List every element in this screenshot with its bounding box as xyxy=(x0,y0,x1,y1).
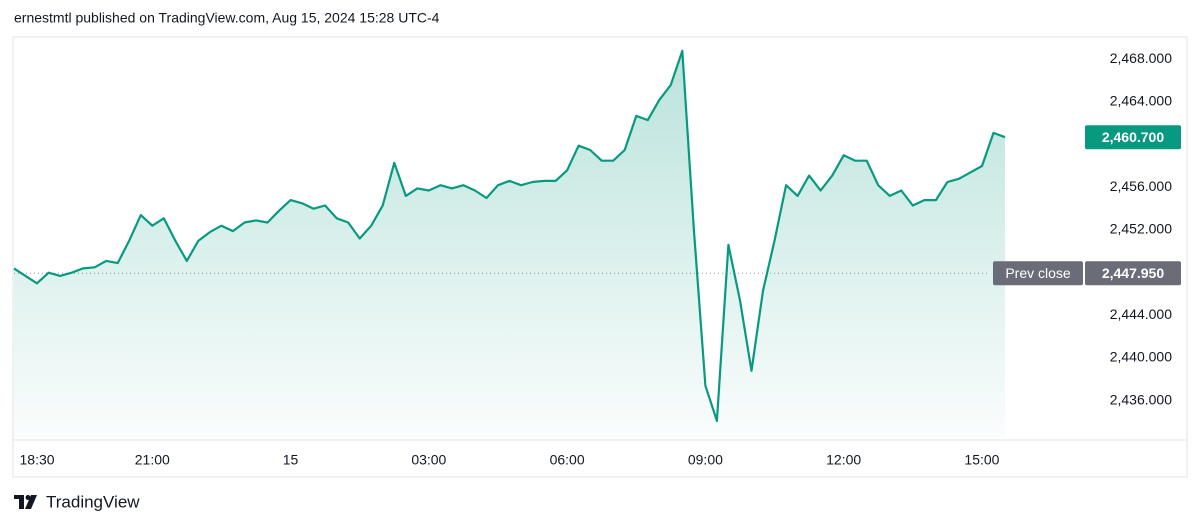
x-tick-label: 03:00 xyxy=(411,452,446,468)
last-price-tag xyxy=(1085,125,1181,150)
y-tick-label: 2,436.000 xyxy=(1110,391,1172,407)
y-tick-label: 2,456.000 xyxy=(1110,178,1172,194)
x-tick-label: 06:00 xyxy=(550,452,585,468)
x-tick-label: 18:30 xyxy=(20,452,55,468)
x-tick-label: 12:00 xyxy=(826,452,861,468)
x-tick-label: 21:00 xyxy=(135,452,170,468)
prev-close-value: 2,447.950 xyxy=(1102,265,1164,281)
x-tick-label: 15 xyxy=(283,452,299,468)
y-tick-label: 2,464.000 xyxy=(1110,93,1172,109)
y-tick-label: 2,452.000 xyxy=(1110,221,1172,237)
frame xyxy=(12,36,1188,478)
prev-close-label: Prev close xyxy=(1005,265,1071,281)
price-line xyxy=(13,49,1006,422)
y-tick-label: 2,468.000 xyxy=(1110,50,1172,66)
y-tick-label: 2,440.000 xyxy=(1110,349,1172,365)
x-tick-label: 15:00 xyxy=(964,452,999,468)
brand: TradingView xyxy=(46,492,140,511)
y-tick-label: 2,444.000 xyxy=(1110,306,1172,322)
x-tick-label: 09:00 xyxy=(688,452,723,468)
logo xyxy=(14,495,37,509)
last-price-label: 2,460.700 xyxy=(1102,129,1164,145)
prev-close-value-tag xyxy=(1085,261,1181,286)
area-fill xyxy=(14,50,1005,439)
prev-close-tag xyxy=(993,261,1083,286)
chart-title: ernestmtl published on TradingView.com, … xyxy=(14,10,440,26)
